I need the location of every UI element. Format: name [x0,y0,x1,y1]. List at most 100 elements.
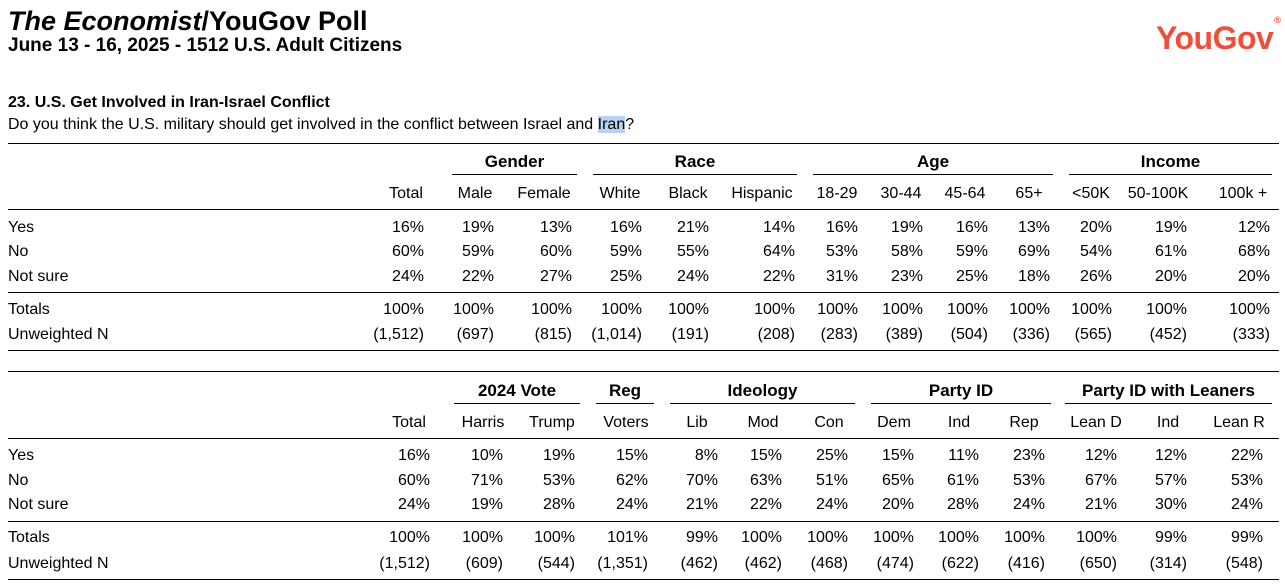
row-label: Yes [8,447,35,464]
column-header: Rep [1009,414,1039,431]
table-cell: 26% [1079,268,1112,285]
totals-cell: (1,512) [373,326,424,343]
table-cell: 60% [539,243,572,260]
header-rule [8,438,1279,439]
table-cell: 30% [1154,496,1187,513]
totals-cell: (565) [1074,326,1112,343]
table-cell: 12% [1154,447,1187,464]
table-cell: 15% [615,447,648,464]
totals-cell: (468) [810,555,848,572]
table-cell: 12% [1084,447,1117,464]
question-text-highlight: Iran [597,116,626,133]
poll-title: The Economist/YouGov Poll [8,6,368,37]
table-cell: 60% [397,472,430,489]
column-group-underline [593,174,797,175]
table-cell: 21% [1084,496,1117,513]
table-cell: 23% [1012,447,1045,464]
totals-cell: (389) [885,326,923,343]
totals-cell: (452) [1149,326,1187,343]
totals-cell: 100% [383,301,424,318]
table-cell: 65% [881,472,914,489]
table-cell: 22% [762,268,795,285]
yougov-logo: YouGov® [1156,15,1281,57]
column-header: White [599,185,641,202]
table-cell: 24% [676,268,709,285]
row-label: Not sure [8,496,69,513]
column-header: Ind [1156,414,1180,431]
column-group-header: Party ID with Leaners [1082,381,1255,400]
column-header: Lean R [1213,414,1265,431]
row-label: No [8,243,29,260]
table-bottom-rule [8,579,1279,580]
totals-cell: (815) [534,326,572,343]
table-cell: 22% [749,496,782,513]
totals-row-label: Unweighted N [8,555,109,572]
totals-cell: (1,014) [591,326,642,343]
totals-cell: (697) [456,326,494,343]
totals-cell: 99% [685,529,718,546]
table-cell: 71% [470,472,503,489]
table-cell: 18% [1017,268,1050,285]
table-cell: 19% [542,447,575,464]
totals-cell: (544) [537,555,575,572]
table-cell: 59% [461,243,494,260]
table-cell: 24% [1230,496,1263,513]
column-header: Dem [877,414,911,431]
totals-cell: 100% [531,301,572,318]
poll-title-publication: The Economist [8,6,202,36]
totals-cell: 100% [817,301,858,318]
column-header: 45-64 [944,185,986,202]
table-cell: 69% [1017,243,1050,260]
table-cell: 15% [749,447,782,464]
column-group-header: Gender [484,152,545,171]
question-title: 23. U.S. Get Involved in Iran-Israel Con… [8,94,330,111]
table-cell: 22% [1230,447,1263,464]
column-group-underline [452,174,577,175]
column-header: <50K [1072,185,1110,202]
column-header: Mod [747,414,779,431]
table-cell: 55% [676,243,709,260]
totals-cell: (462) [680,555,718,572]
row-label: Yes [8,219,35,236]
column-group-header: Party ID [928,381,994,400]
totals-cell: 100% [389,529,430,546]
column-header: Total [392,414,426,431]
question-text-main: Do you think the U.S. military should ge… [8,116,598,133]
totals-cell: 99% [1230,529,1263,546]
column-group-header: 2024 Vote [477,381,557,400]
totals-cell: 100% [1071,301,1112,318]
column-header: 65+ [1015,185,1043,202]
totals-cell: (548) [1225,555,1263,572]
table-cell: 16% [609,219,642,236]
totals-cell: 99% [1154,529,1187,546]
table-cell: 25% [815,447,848,464]
column-header: Ind [947,414,971,431]
totals-cell: 100% [1009,301,1050,318]
totals-cell: (416) [1007,555,1045,572]
table-cell: 23% [890,268,923,285]
row-label: Not sure [8,268,69,285]
question-text: Do you think the U.S. military should ge… [8,116,634,134]
row-label: No [8,472,29,489]
column-group-header: Ideology [727,381,798,400]
totals-cell: (650) [1079,555,1117,572]
column-group-header: Race [674,152,716,171]
table-cell: 8% [694,447,718,464]
table-cell: 31% [825,268,858,285]
totals-cell: 100% [462,529,503,546]
table-cell: 12% [1237,219,1270,236]
totals-cell: (314) [1149,555,1187,572]
table-top-rule [8,143,1279,144]
poll-subtitle: June 13 - 16, 2025 - 1512 U.S. Adult Cit… [8,35,403,56]
table-cell: 16% [397,447,430,464]
totals-row-label: Totals [8,529,50,546]
totals-cell: 100% [873,529,914,546]
totals-cell: (1,351) [597,555,648,572]
column-group-underline [596,403,654,404]
table-bottom-rule [8,350,1279,351]
totals-cell: (462) [744,555,782,572]
totals-cell: (333) [1232,326,1270,343]
table-cell: 14% [762,219,795,236]
totals-row-label: Unweighted N [8,326,109,343]
totals-cell: (622) [941,555,979,572]
